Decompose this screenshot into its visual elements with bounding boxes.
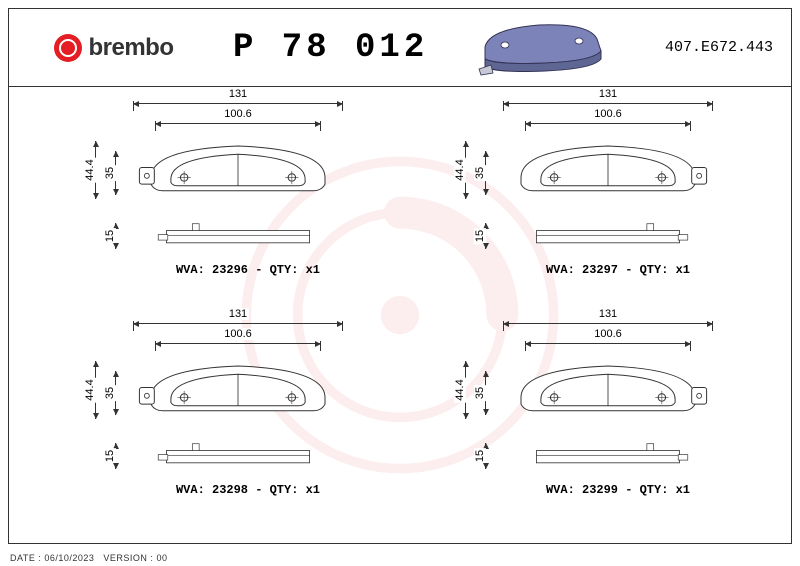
dim-outer-width: 131 xyxy=(503,323,713,324)
dim-inner-height: 35 xyxy=(485,151,486,195)
dim-thickness: 15 xyxy=(115,223,116,249)
dim-value: 131 xyxy=(597,308,619,320)
dim-value: 15 xyxy=(474,448,486,464)
dim-value: 100.6 xyxy=(222,108,254,120)
footer-version: 00 xyxy=(156,553,167,563)
drawing-area: 131 100.6 44.4 35 15 xyxy=(9,87,791,543)
dim-thickness: 15 xyxy=(485,443,486,469)
dim-value: 35 xyxy=(104,165,116,181)
part-number: P 78 012 xyxy=(233,29,428,67)
dim-value: 44.4 xyxy=(454,157,466,182)
dim-inner-width: 100.6 xyxy=(155,123,321,124)
pad-caption: WVA: 23299 - QTY: x1 xyxy=(503,483,733,497)
dim-value: 35 xyxy=(104,385,116,401)
pad-caption: WVA: 23297 - QTY: x1 xyxy=(503,263,733,277)
pad-drawing-23298: 131 100.6 44.4 35 15 xyxy=(55,313,395,523)
dim-outer-height: 44.4 xyxy=(465,141,466,199)
dim-value: 15 xyxy=(474,228,486,244)
dim-outer-height: 44.4 xyxy=(95,361,96,419)
pad-face-view xyxy=(503,361,713,419)
dim-value: 35 xyxy=(474,165,486,181)
pad-side-view xyxy=(133,441,343,471)
pad-face-view xyxy=(133,361,343,419)
dim-thickness: 15 xyxy=(115,443,116,469)
dim-value: 100.6 xyxy=(592,328,624,340)
pad-3d-thumbnail xyxy=(469,17,609,79)
pad-side-view xyxy=(133,221,343,251)
footer-version-label: VERSION : xyxy=(103,553,153,563)
dim-outer-width: 131 xyxy=(503,103,713,104)
dim-outer-width: 131 xyxy=(133,323,343,324)
drawing-frame: brembo P 78 012 407.E672.443 131 xyxy=(8,8,792,544)
document-code: 407.E672.443 xyxy=(665,39,773,56)
pad-face-view xyxy=(133,141,343,199)
pad-drawing-23299: 131 100.6 44.4 35 15 xyxy=(425,313,765,523)
pad-caption: WVA: 23296 - QTY: x1 xyxy=(133,263,363,277)
dim-value: 44.4 xyxy=(454,377,466,402)
footer-meta: DATE : 06/10/2023 VERSION : 00 xyxy=(10,553,167,563)
dim-value: 131 xyxy=(597,88,619,100)
pad-caption: WVA: 23298 - QTY: x1 xyxy=(133,483,363,497)
dim-inner-width: 100.6 xyxy=(525,123,691,124)
pad-drawing-23297: 131 100.6 44.4 35 15 xyxy=(425,93,765,303)
footer-date: 06/10/2023 xyxy=(44,553,94,563)
dim-outer-height: 44.4 xyxy=(465,361,466,419)
pad-side-view xyxy=(503,441,713,471)
dim-value: 131 xyxy=(227,308,249,320)
dim-outer-height: 44.4 xyxy=(95,141,96,199)
dim-inner-width: 100.6 xyxy=(525,343,691,344)
dim-inner-height: 35 xyxy=(115,371,116,415)
dim-thickness: 15 xyxy=(485,223,486,249)
dim-value: 131 xyxy=(227,88,249,100)
dim-outer-width: 131 xyxy=(133,103,343,104)
header: brembo P 78 012 407.E672.443 xyxy=(9,9,791,87)
pad-drawing-23296: 131 100.6 44.4 35 15 xyxy=(55,93,395,303)
dim-inner-height: 35 xyxy=(115,151,116,195)
dim-value: 100.6 xyxy=(592,108,624,120)
pad-face-view xyxy=(503,141,713,199)
pad-side-view xyxy=(503,221,713,251)
dim-inner-height: 35 xyxy=(485,371,486,415)
dim-value: 44.4 xyxy=(84,157,96,182)
brand-name: brembo xyxy=(88,34,173,62)
dim-value: 35 xyxy=(474,385,486,401)
dim-inner-width: 100.6 xyxy=(155,343,321,344)
footer-date-label: DATE : xyxy=(10,553,41,563)
dim-value: 44.4 xyxy=(84,377,96,402)
dim-value: 100.6 xyxy=(222,328,254,340)
brand-logo: brembo xyxy=(9,9,219,86)
dim-value: 15 xyxy=(104,448,116,464)
dim-value: 15 xyxy=(104,228,116,244)
brembo-disc-icon xyxy=(54,34,82,62)
